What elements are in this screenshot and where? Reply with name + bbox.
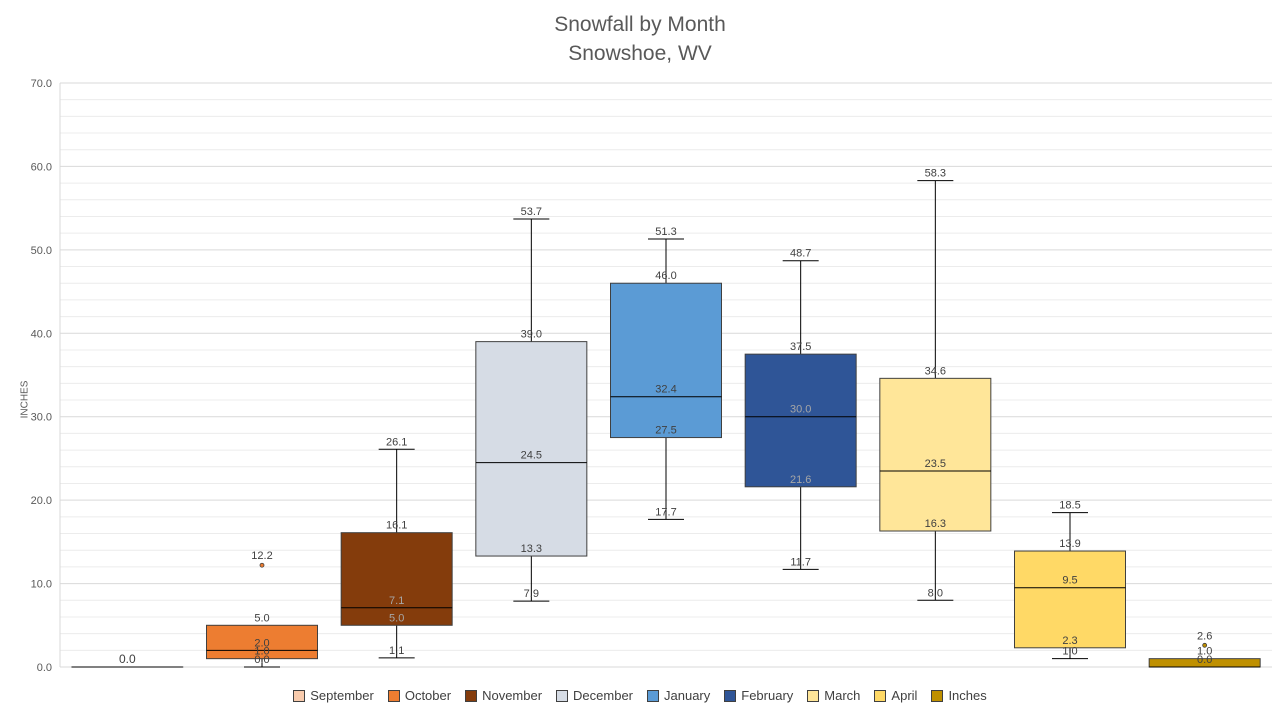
median-label: 9.5: [1062, 575, 1077, 587]
y-tick-label: 10.0: [31, 579, 52, 591]
legend-swatch: [387, 689, 400, 702]
legend-item-november: November: [465, 688, 542, 703]
chart-subtitle: Snowshoe, WV: [568, 42, 712, 65]
median-label: 0.0: [1197, 654, 1212, 666]
min-label: 7.9: [524, 588, 539, 600]
y-tick-label: 30.0: [31, 412, 52, 424]
q1-label: 27.5: [655, 425, 676, 437]
chart-title-line: Snowfall by Month: [554, 13, 726, 36]
outlier-point: [259, 562, 265, 568]
box-april: [1014, 550, 1126, 649]
box-october: [206, 624, 318, 660]
median-label: 2.0: [254, 637, 269, 649]
q1-label: 5.0: [389, 612, 404, 624]
max-label: 48.7: [790, 248, 811, 260]
legend-swatch: [293, 689, 306, 702]
legend-item-december: December: [556, 688, 633, 703]
legend-swatch: [465, 689, 478, 702]
data-label: 0.0: [119, 652, 136, 666]
outlier-label: 2.6: [1197, 630, 1212, 642]
legend-item-january: January: [647, 688, 710, 703]
q3-label: 1.0: [1197, 646, 1212, 658]
max-label: 5.0: [254, 612, 269, 624]
q1-label: 1.0: [254, 646, 269, 658]
min-label: 11.7: [790, 556, 811, 568]
min-label: 1.1: [389, 645, 404, 657]
q1-label: 21.6: [790, 474, 811, 486]
legend-label: March: [824, 688, 861, 703]
q1-label: 16.3: [925, 518, 946, 530]
y-tick-label: 60.0: [31, 161, 52, 173]
q3-label: 34.6: [925, 365, 946, 377]
median-label: 23.5: [925, 458, 946, 470]
y-tick-label: 50.0: [31, 245, 52, 257]
median-label: 7.1: [389, 595, 404, 607]
legend-label: September: [310, 688, 374, 703]
legend-label: October: [404, 688, 452, 703]
chart-title: Snowfall by Month Snowshoe, WV: [0, 10, 1280, 68]
min-label: 1.0: [1062, 646, 1077, 658]
y-tick-label: 40.0: [31, 328, 52, 340]
q3-label: 13.9: [1059, 538, 1080, 550]
min-label: 8.0: [928, 587, 943, 599]
y-tick-label: 70.0: [31, 78, 52, 90]
max-label: 53.7: [521, 206, 542, 218]
legend-item-october: October: [387, 688, 452, 703]
max-label: 58.3: [925, 168, 946, 180]
box-march: [879, 377, 992, 532]
box-february: [744, 353, 857, 488]
min-label: 17.7: [655, 506, 676, 518]
legend-label: February: [741, 688, 794, 703]
legend-swatch: [931, 689, 944, 702]
legend-label: December: [573, 688, 634, 703]
legend-item-september: September: [293, 688, 374, 703]
q3-label: 16.1: [386, 520, 407, 532]
outlier-label: 12.2: [251, 550, 272, 562]
min-label: 0.0: [254, 654, 269, 666]
q3-label: 39.0: [521, 329, 542, 341]
legend-swatch: [807, 689, 820, 702]
q3-label: 46.0: [655, 270, 676, 282]
legend-swatch: [556, 689, 569, 702]
legend-item-february: February: [724, 688, 793, 703]
chart-legend: September October November December January F…: [0, 688, 1280, 703]
max-label: 18.5: [1059, 500, 1080, 512]
q3-label: 37.5: [790, 341, 811, 353]
legend-swatch: [874, 689, 887, 702]
legend-label: November: [482, 688, 543, 703]
median-label: 30.0: [790, 404, 811, 416]
q1-label: 2.3: [1062, 635, 1077, 647]
legend-label: January: [664, 688, 711, 703]
outlier-point: [1202, 642, 1208, 648]
legend-item-march: March: [807, 688, 860, 703]
y-tick-label: 0.0: [37, 662, 52, 674]
q1-label: 13.3: [521, 543, 542, 555]
max-label: 51.3: [655, 226, 676, 238]
box-november: [340, 532, 453, 626]
median-label: 24.5: [521, 450, 542, 462]
legend-swatch: [647, 689, 660, 702]
box-january: [610, 282, 722, 439]
median-label: 32.4: [655, 384, 676, 396]
legend-item-inches: Inches: [931, 688, 987, 703]
legend-label: April: [891, 688, 918, 703]
legend-swatch: [724, 689, 737, 702]
legend-label: Inches: [948, 688, 987, 703]
box-december: [475, 341, 588, 557]
legend-item-april: April: [874, 688, 917, 703]
max-label: 26.1: [386, 436, 407, 448]
y-tick-label: 20.0: [31, 495, 52, 507]
